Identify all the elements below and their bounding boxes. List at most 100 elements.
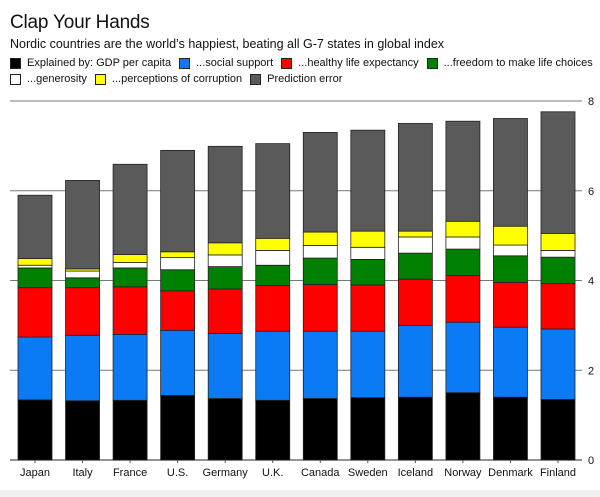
bar-segment — [17, 267, 53, 289]
bar-segment — [540, 111, 576, 234]
bar-segment — [160, 290, 196, 331]
bar-stack-japan — [17, 194, 53, 461]
bar-segment — [540, 328, 576, 400]
bar-segment — [302, 330, 338, 399]
bar-segment — [493, 326, 528, 398]
bar-segment — [493, 225, 528, 246]
legend-item-corruption: ...perceptions of corruption — [94, 73, 243, 85]
bar-segment — [65, 334, 100, 402]
bar-segment — [207, 398, 243, 461]
bar-segment — [160, 269, 196, 292]
bar-segment — [350, 397, 386, 461]
bar-segment — [160, 251, 196, 259]
bar-stack-germany — [207, 145, 243, 461]
bar-segment — [112, 399, 148, 461]
bar-segment — [65, 277, 100, 289]
x-tick-label: Sweden — [348, 467, 388, 479]
bar-stack-finland — [540, 111, 576, 461]
bar-segment — [493, 244, 528, 257]
legend-item-life-expectancy: ...healthy life expectancy — [281, 57, 419, 69]
bar-segment — [350, 330, 386, 399]
bar-segment — [112, 262, 148, 269]
bar-segment — [540, 232, 576, 251]
bar-segment — [445, 248, 481, 276]
bar-stack-france — [112, 163, 148, 461]
legend-item-social-support: ...social support — [179, 57, 273, 69]
bar-segment — [397, 123, 433, 232]
legend-item-prediction-error: Prediction error — [250, 73, 342, 85]
legend-label-corruption: ...perceptions of corruption — [111, 73, 243, 85]
bar-segment — [255, 330, 291, 401]
x-tick-label: Italy — [72, 467, 93, 479]
bar-segment — [207, 254, 243, 267]
bar-segment — [397, 236, 433, 254]
bar-segment — [540, 250, 576, 258]
bar-segment — [112, 267, 148, 288]
bar-segment — [540, 283, 576, 330]
x-tick-label: Norway — [444, 467, 482, 479]
bar-segment — [17, 399, 53, 461]
x-tick-label: Germany — [203, 467, 249, 479]
bar-segment — [302, 398, 338, 461]
bar-segment — [17, 264, 53, 269]
legend-swatch-freedom — [426, 57, 438, 69]
bar-segment — [540, 399, 576, 461]
bar-segment — [255, 237, 291, 251]
bar-segment — [65, 180, 100, 270]
bar-segment — [350, 259, 386, 286]
bar-segment — [445, 120, 481, 222]
legend-label-prediction-error: Prediction error — [267, 73, 343, 85]
bar-segment — [445, 236, 481, 250]
legend-item-generosity: ...generosity — [10, 73, 87, 85]
legend-swatch-corruption — [94, 73, 106, 85]
bar-segment — [445, 392, 481, 461]
legend-label-life-expectancy: ...healthy life expectancy — [298, 57, 419, 69]
bar-segment — [445, 220, 481, 238]
bar-segment — [255, 143, 291, 239]
bar-segment — [302, 132, 338, 233]
chart-title: Clap Your Hands — [10, 12, 150, 33]
bar-segment — [112, 333, 148, 401]
legend-item-gdp: Explained by: GDP per capita — [10, 57, 171, 69]
x-tick-label: U.K. — [262, 467, 283, 479]
bar-stack-italy — [65, 180, 100, 461]
bar-segment — [207, 333, 243, 399]
legend-label-gdp: Explained by: GDP per capita — [27, 57, 172, 69]
legend-label-freedom: ...freedom to make life choices — [443, 57, 593, 69]
bar-segment — [397, 230, 433, 238]
bar-stack-us — [160, 149, 196, 461]
bars — [17, 111, 576, 461]
bar-stack-denmark — [493, 118, 528, 461]
bar-segment — [350, 246, 386, 260]
x-tick-label: Canada — [301, 467, 340, 479]
legend-label-generosity: ...generosity — [27, 73, 87, 85]
bar-segment — [112, 254, 148, 263]
legend-item-freedom: ...freedom to make life choices — [426, 57, 593, 69]
axes: 0 2 4 6 8 Japan Italy France U.S. Germany U.K. Cana… — [20, 96, 594, 479]
bar-segment — [350, 230, 386, 248]
bar-segment — [255, 264, 291, 286]
bar-segment — [160, 257, 196, 271]
gridlines — [10, 100, 582, 461]
y-tick-label: 2 — [588, 365, 594, 377]
legend-swatch-life-expectancy — [281, 57, 293, 69]
legend-swatch-generosity — [10, 73, 21, 85]
bar-segment — [17, 287, 53, 338]
bar-segment — [17, 336, 53, 401]
chart-subtitle: Nordic countries are the world’s happies… — [10, 37, 445, 51]
y-tick-label: 4 — [588, 276, 594, 288]
bar-stack-iceland — [397, 123, 433, 461]
bar-segment — [302, 231, 338, 246]
y-tick-label: 0 — [588, 455, 594, 467]
x-tick-label: U.S. — [167, 467, 188, 479]
bar-segment — [302, 257, 338, 285]
bar-segment — [207, 288, 243, 334]
bar-segment — [160, 394, 196, 461]
bar-segment — [17, 258, 53, 266]
bar-segment — [493, 118, 528, 227]
bar-segment — [160, 149, 196, 253]
bar-segment — [207, 242, 243, 256]
x-tick-label: Finland — [540, 467, 576, 479]
y-tick-label: 6 — [588, 186, 594, 198]
